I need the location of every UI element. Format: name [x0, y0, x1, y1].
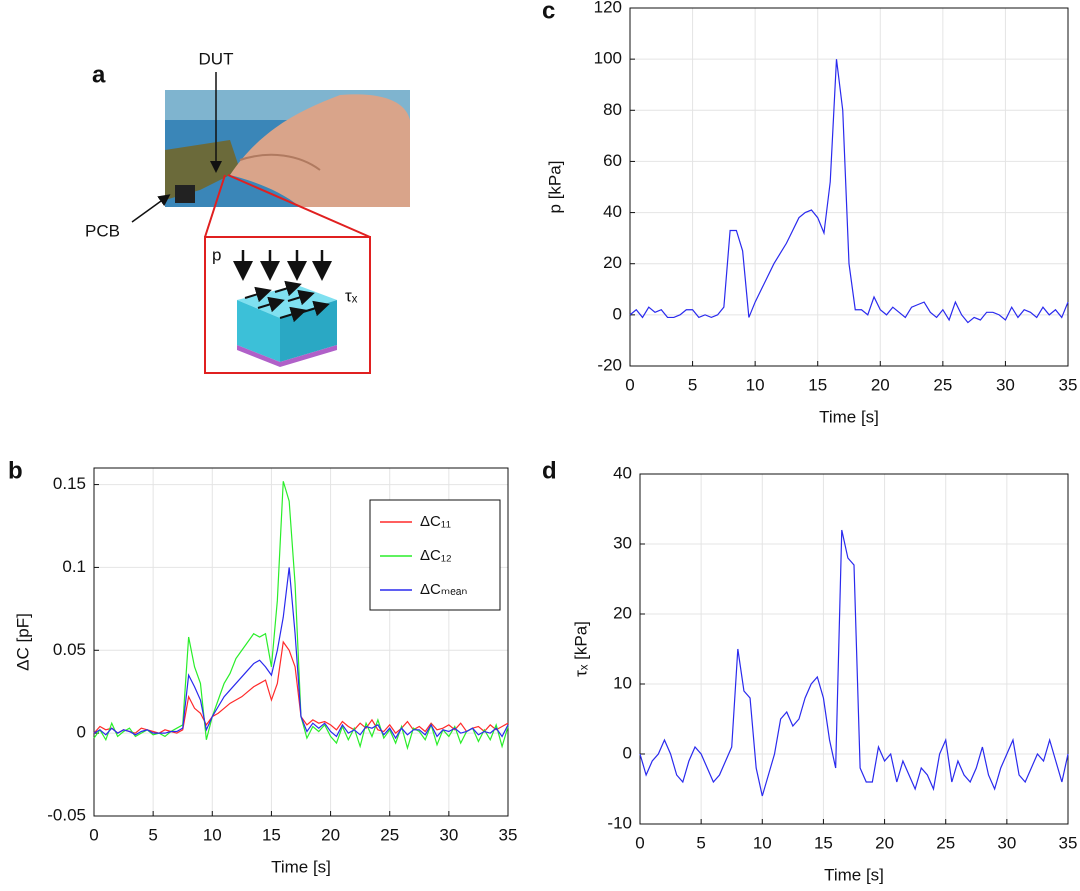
y-tick-label: 0 — [623, 743, 632, 762]
legend-label: ΔCₘₑₐₙ — [420, 581, 467, 598]
x-tick-label: 20 — [875, 833, 894, 852]
pressure-label: p — [212, 245, 221, 264]
x-tick-label: 10 — [746, 375, 765, 394]
shear-label: τₓ — [345, 286, 358, 305]
data-line — [629, 59, 1069, 324]
x-tick-label: 30 — [439, 825, 458, 844]
x-tick-label: 20 — [871, 375, 890, 394]
panel-label: a — [92, 61, 106, 88]
legend-label: ΔC₁₁ — [420, 513, 451, 530]
y-tick-label: -20 — [597, 355, 622, 374]
x-axis-label: Time [s] — [819, 407, 879, 426]
y-tick-label: 30 — [613, 533, 632, 552]
data-line — [93, 640, 509, 735]
x-tick-label: 5 — [696, 833, 705, 852]
x-tick-label: 30 — [996, 375, 1015, 394]
x-tick-label: 20 — [321, 825, 340, 844]
x-tick-label: 15 — [262, 825, 281, 844]
y-tick-label: 100 — [594, 49, 622, 68]
x-tick-label: 25 — [936, 833, 955, 852]
plot-frame — [639, 473, 1069, 825]
panel-label: c — [542, 0, 555, 24]
y-tick-label: 10 — [613, 673, 632, 692]
y-tick-label: -10 — [607, 813, 632, 832]
panel-label: b — [8, 457, 23, 484]
x-tick-label: 5 — [688, 375, 697, 394]
sensor-cube — [237, 280, 337, 367]
x-tick-label: 10 — [203, 825, 222, 844]
x-tick-label: 25 — [380, 825, 399, 844]
legend-box — [369, 499, 501, 611]
zoom-line — [204, 174, 226, 238]
y-tick-label: 0.1 — [62, 557, 86, 576]
x-tick-label: 35 — [1059, 375, 1078, 394]
y-tick-label: 120 — [594, 0, 622, 16]
x-tick-label: 5 — [148, 825, 157, 844]
plot-frame — [629, 7, 1069, 367]
panel-label: d — [542, 457, 557, 484]
y-tick-label: 0.15 — [53, 474, 86, 493]
data-line — [93, 567, 509, 740]
y-axis-label: τₓ [kPa] — [571, 621, 590, 677]
y-tick-label: 0.05 — [53, 640, 86, 659]
pcb-label: PCB — [85, 221, 120, 240]
zoom-line — [227, 174, 371, 238]
x-tick-label: 25 — [933, 375, 952, 394]
y-axis-label: p [kPa] — [545, 161, 564, 214]
arrow — [131, 194, 171, 223]
photo — [165, 90, 410, 207]
data-line — [639, 529, 1069, 797]
x-axis-label: Time [s] — [824, 865, 884, 884]
x-tick-label: 0 — [625, 375, 634, 394]
y-tick-label: 60 — [603, 151, 622, 170]
y-tick-label: 80 — [603, 100, 622, 119]
x-tick-label: 35 — [1059, 833, 1078, 852]
plot-frame — [93, 467, 509, 817]
x-axis-label: Time [s] — [271, 857, 331, 876]
x-tick-label: 15 — [808, 375, 827, 394]
y-tick-label: 40 — [603, 202, 622, 221]
x-tick-label: 15 — [814, 833, 833, 852]
x-tick-label: 0 — [635, 833, 644, 852]
dut-label: DUT — [199, 49, 234, 68]
y-tick-label: 0 — [613, 304, 622, 323]
legend-label: ΔC₁₂ — [420, 547, 452, 564]
pressure-arrows — [233, 250, 332, 281]
y-tick-label: 0 — [77, 723, 86, 742]
x-tick-label: 35 — [499, 825, 518, 844]
x-tick-label: 0 — [89, 825, 98, 844]
y-tick-label: 20 — [603, 253, 622, 272]
y-tick-label: -0.05 — [47, 805, 86, 824]
x-tick-label: 30 — [997, 833, 1016, 852]
y-tick-label: 40 — [613, 463, 632, 482]
y-axis-label: ΔC [pF] — [13, 613, 32, 671]
y-tick-label: 20 — [613, 603, 632, 622]
x-tick-label: 10 — [753, 833, 772, 852]
